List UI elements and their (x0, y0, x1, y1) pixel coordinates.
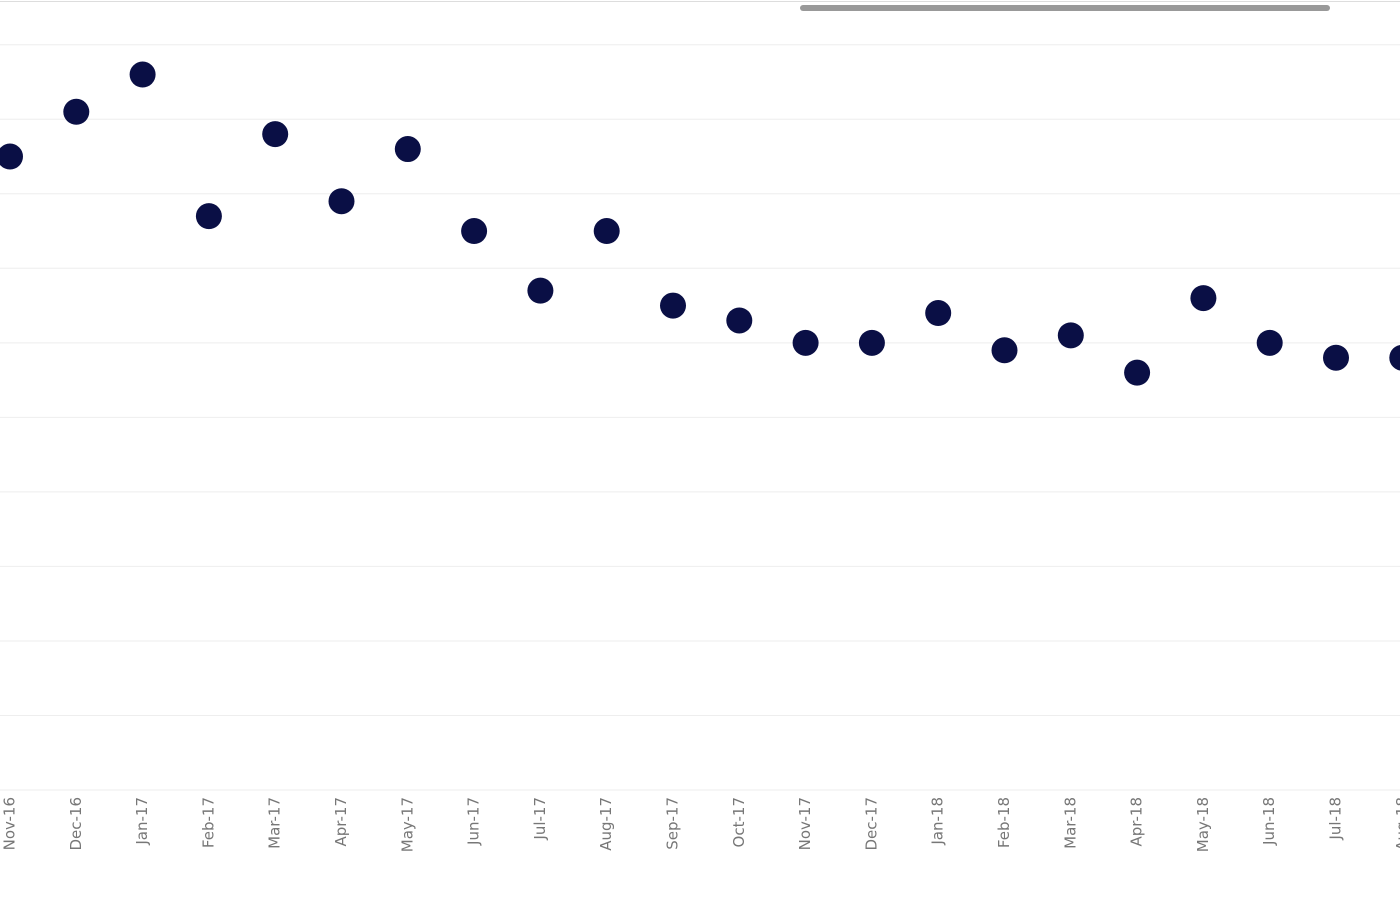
data-point (1256, 329, 1283, 356)
x-tick-label: Aug-17 (597, 797, 615, 851)
data-point (527, 277, 554, 304)
x-tick-label: Nov-16 (1, 797, 19, 850)
data-point (1190, 285, 1217, 312)
x-tick-label: Jan-18 (929, 797, 947, 846)
x-tick-label: Dec-16 (67, 797, 85, 851)
x-tick-label: Jul-17 (531, 797, 549, 841)
x-tick-label: May-18 (1194, 797, 1212, 852)
x-tick-label: Jun-18 (1260, 797, 1278, 846)
data-point (262, 121, 289, 148)
x-tick-label: Sep-17 (664, 797, 682, 850)
data-point (660, 292, 686, 319)
x-tick-label: Feb-17 (199, 797, 217, 848)
data-point (726, 307, 753, 334)
x-tick-label: Feb-18 (995, 797, 1013, 848)
x-tick-label: Oct-17 (730, 797, 748, 847)
data-point (0, 143, 23, 170)
data-point (394, 136, 421, 163)
scrollbar[interactable] (800, 5, 1330, 11)
data-point (1323, 344, 1349, 371)
data-point (63, 98, 90, 125)
x-tick-label: May-17 (398, 797, 416, 852)
x-tick-label: Apr-18 (1128, 797, 1146, 847)
data-point (1124, 359, 1151, 386)
data-point (461, 218, 488, 245)
data-point (792, 329, 819, 356)
data-point (925, 300, 952, 327)
x-tick-label: Dec-17 (862, 797, 880, 851)
x-tick-label: Jul-18 (1327, 797, 1345, 841)
data-point (991, 337, 1018, 364)
x-tick-label: Aug-18 (1393, 797, 1400, 851)
data-point (1057, 322, 1084, 349)
x-tick-label: Apr-17 (332, 797, 350, 847)
data-point (328, 188, 355, 215)
data-point (858, 329, 885, 356)
x-tick-label: Jan-17 (133, 797, 151, 846)
data-point (1389, 344, 1400, 371)
data-point (129, 61, 156, 88)
x-tick-label: Mar-17 (266, 797, 284, 849)
data-point (195, 203, 222, 230)
x-tick-label: Mar-18 (1061, 797, 1079, 849)
data-point (593, 218, 620, 245)
x-tick-label: Nov-17 (796, 797, 814, 850)
x-tick-label: Jun-17 (465, 797, 483, 846)
